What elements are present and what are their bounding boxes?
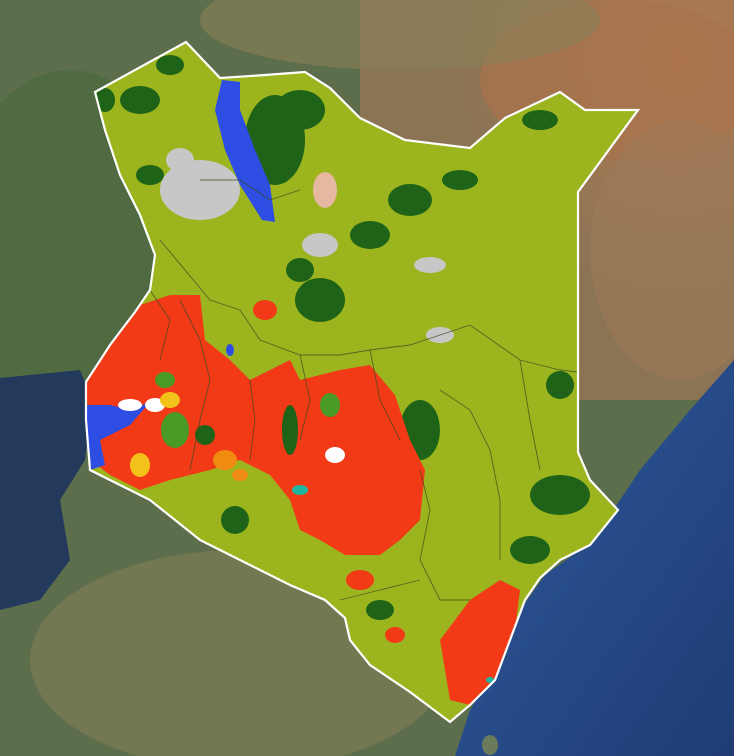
water-bodies [86,80,275,470]
settlement-areas [118,398,345,463]
bare-areas [160,148,454,343]
lake-turkana [215,80,275,222]
land-cover-overlay [84,40,640,724]
indian-ocean [455,360,734,756]
county-boundaries [149,179,579,601]
lake-victoria [0,370,92,610]
salt-pan [313,172,337,208]
cropland-areas [86,295,520,705]
other-crops [130,392,180,477]
